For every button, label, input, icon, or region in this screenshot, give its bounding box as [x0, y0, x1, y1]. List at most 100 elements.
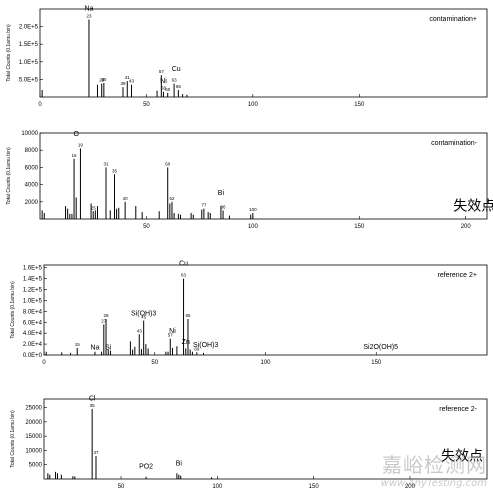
- element-annotation: Ni: [160, 78, 167, 85]
- y-tick-label: 4000: [25, 183, 39, 189]
- legend-label: reference 2+: [438, 272, 478, 279]
- y-tick-label: 10000: [25, 448, 42, 454]
- x-tick-label: 50: [143, 102, 150, 108]
- y-tick-label: 15000: [25, 434, 42, 440]
- plot-frame: [39, 8, 488, 98]
- x-tick-label: 100: [260, 360, 271, 366]
- element-annotation: O: [73, 131, 79, 138]
- y-tick-label: 5000: [29, 463, 43, 469]
- peak-mass-label: 58: [161, 86, 167, 91]
- x-tick-label: 150: [309, 484, 320, 490]
- peak-mass-label: 28: [104, 313, 110, 318]
- x-tick-label: 150: [354, 224, 365, 230]
- element-annotation: Si(OH)3: [131, 311, 156, 318]
- y-tick-label: 2000: [25, 200, 39, 206]
- element-annotation: Zn: [182, 339, 190, 346]
- y-tick-label: 4.0E+4: [23, 331, 43, 337]
- spectrum-chart: Total Counts (0.1amu bin) 5.0E+5 1.0E+5 1.5…: [6, 5, 488, 108]
- peak-mass-label: 40: [123, 196, 129, 201]
- peak-mass-label: 100: [249, 207, 257, 212]
- x-tick-label: 100: [212, 484, 223, 490]
- peak-mass-label: 35: [112, 168, 118, 173]
- legend-label: contamination+: [429, 16, 477, 23]
- x-tick-label: 50: [118, 484, 125, 490]
- peak-mass-label: 37: [93, 450, 99, 455]
- peak-mass-label: 15: [75, 342, 81, 347]
- peak-mass-label: 60: [165, 87, 171, 92]
- spectrum-chart: Total Counts (0.1amu bin) 0.0E+0 2.0E+4 4.0…: [10, 260, 488, 366]
- y-tick-label: 20000: [25, 420, 42, 426]
- x-tick-label: 50: [143, 224, 150, 230]
- spectrum-chart: Total Counts (0.1amu bin) 2000 4000 6000 800…: [6, 131, 493, 230]
- legend-label: contamination-: [431, 140, 478, 147]
- element-annotation: Cu: [179, 260, 188, 267]
- element-annotation: 失效点: [453, 198, 493, 214]
- element-annotation: PO2: [139, 464, 153, 471]
- peak-mass-label: 60: [165, 161, 171, 166]
- x-tick-label: 0: [38, 102, 42, 108]
- peak-mass-label: 27: [101, 318, 107, 323]
- x-tick-label: 100: [248, 102, 259, 108]
- y-tick-label: 6.0E+4: [23, 320, 43, 326]
- peak-mass-label: 62: [169, 196, 175, 201]
- peak-mass-label: 57: [159, 69, 165, 74]
- peak-mass-label: 69: [194, 346, 200, 351]
- spectrum-chart: Total Counts (0.1amu bin) 5000 10000 15000 2…: [10, 396, 488, 490]
- y-tick-label: 6000: [25, 165, 39, 171]
- element-annotation: Na: [84, 5, 93, 12]
- y-axis-label: Total Counts (0.1amu bin): [6, 24, 12, 82]
- peak-mass-label: 65: [185, 313, 191, 318]
- peak-mass-label: 45: [141, 315, 147, 320]
- peak-mass-label: 31: [103, 161, 109, 166]
- y-axis-label: Total Counts (0.1amu bin): [10, 410, 16, 468]
- y-tick-label: 2.0E+5: [19, 25, 39, 31]
- peak-mass-label: 41: [125, 75, 131, 80]
- y-tick-label: 10000: [21, 131, 38, 137]
- peak-mass-label: 29: [99, 78, 105, 83]
- plot-frame: [43, 264, 488, 356]
- element-annotation: Si(OH)3: [193, 342, 218, 349]
- plot-frame: [43, 398, 488, 480]
- plot-frame: [39, 132, 488, 220]
- peak-mass-label: 25: [91, 205, 97, 210]
- element-annotation: Ni: [169, 328, 176, 335]
- watermark-en: www.AnyTesting.com: [380, 478, 487, 489]
- peak-mass-label: 30: [101, 77, 107, 82]
- x-tick-label: 100: [248, 224, 259, 230]
- peak-mass-label: 19: [78, 142, 84, 147]
- y-tick-label: 1.0E+5: [23, 298, 43, 304]
- y-tick-label: 8.0E+4: [23, 309, 43, 315]
- peak-mass-label: 86: [221, 204, 227, 209]
- peak-mass-label: 35: [90, 403, 96, 408]
- element-annotation: Bi: [176, 460, 183, 467]
- y-tick-label: 25000: [25, 406, 42, 412]
- element-annotation: 失效点: [441, 448, 483, 464]
- element-annotation: Si2O(OH)5: [363, 344, 398, 351]
- y-tick-label: 1.6E+5: [23, 266, 43, 272]
- y-tick-label: 1.0E+5: [19, 60, 39, 66]
- element-annotation: Cu: [172, 66, 181, 73]
- y-tick-label: 8000: [25, 148, 39, 154]
- peak-mass-label: 16: [72, 153, 78, 158]
- y-tick-label: 5.0E+5: [19, 77, 39, 83]
- peak-mass-label: 63: [181, 273, 187, 278]
- y-tick-label: 1.2E+5: [23, 288, 43, 294]
- peak-mass-label: 65: [176, 84, 182, 89]
- watermark-cn: 嘉峪检测网: [382, 453, 487, 477]
- x-tick-label: 150: [354, 102, 365, 108]
- y-axis-label: Total Counts (0.1amu bin): [6, 147, 12, 205]
- peak-mass-label: 39: [121, 81, 127, 86]
- element-annotation: Bi: [218, 190, 225, 197]
- y-tick-label: 1.5E+5: [19, 42, 39, 48]
- peak-mass-label: 43: [129, 79, 135, 84]
- x-tick-label: 200: [405, 484, 416, 490]
- peak-mass-label: 23: [86, 14, 92, 19]
- peak-mass-label: 43: [137, 328, 143, 333]
- peak-mass-label: 77: [201, 203, 207, 208]
- x-tick-label: 50: [151, 360, 158, 366]
- peak-mass-label: 57: [168, 333, 174, 338]
- element-annotation: Na: [90, 344, 99, 351]
- y-tick-label: 2.0E+4: [23, 342, 43, 348]
- element-annotation: Cl: [89, 396, 96, 403]
